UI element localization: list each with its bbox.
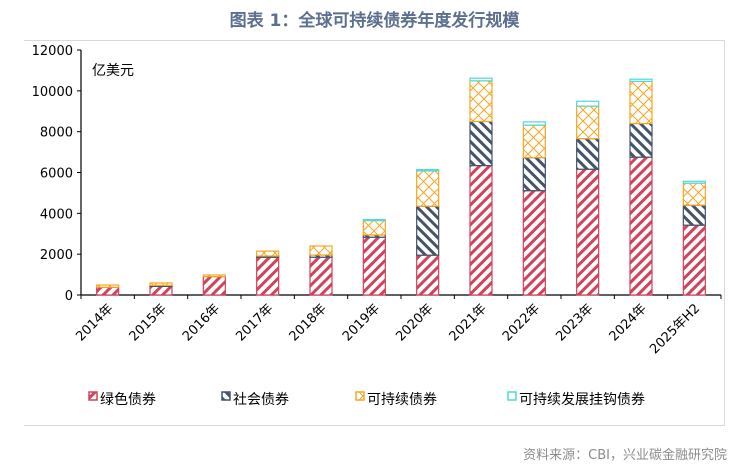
y-tick-label: 8000 — [40, 126, 73, 141]
bar-segment — [309, 256, 333, 296]
bar-segment — [256, 256, 280, 296]
y-tick-label: 2000 — [40, 248, 73, 263]
bar-segment — [576, 168, 600, 296]
bar-segment — [469, 120, 493, 167]
y-tick-label: 12000 — [32, 44, 73, 59]
x-tick-label: 2014年 — [73, 301, 116, 344]
bar-segment — [522, 156, 546, 192]
bar-segment — [362, 236, 386, 296]
bar-segment — [682, 224, 706, 296]
bar-segment — [576, 138, 600, 170]
bar-segment — [416, 169, 440, 172]
bar-segment — [682, 180, 706, 184]
x-tick-label: 2019年 — [340, 301, 383, 344]
bar-segment — [416, 205, 440, 256]
bar-segment — [522, 190, 546, 296]
x-tick-label: 2015年 — [127, 301, 170, 344]
bar-segment — [362, 219, 386, 222]
bar-segment — [309, 245, 333, 256]
bar-segment — [522, 124, 546, 159]
bar-segment — [96, 286, 120, 296]
bar-segment — [629, 80, 653, 125]
x-tick-label: 2025年H2 — [647, 301, 703, 357]
y-tick-label: 10000 — [32, 85, 73, 100]
bar-segment — [576, 105, 600, 140]
bar-segment — [469, 77, 493, 82]
y-tick-label: 4000 — [40, 207, 73, 222]
x-tick-label: 2024年 — [607, 301, 650, 344]
bar-segment — [96, 284, 120, 288]
legend-swatch — [221, 391, 231, 401]
bar-segment — [469, 164, 493, 296]
bar-segment — [629, 156, 653, 296]
bar-segment — [682, 182, 706, 206]
chart-frame — [24, 40, 725, 426]
bar-segment — [629, 78, 653, 83]
bar-segment — [149, 282, 173, 287]
legend-swatch — [88, 391, 98, 401]
y-tick-label: 0 — [65, 289, 73, 304]
legend-label: 可持续债券 — [367, 391, 437, 408]
x-tick-label: 2018年 — [287, 301, 330, 344]
bar-segment — [202, 276, 226, 296]
bar-segment — [469, 80, 493, 123]
x-tick-label: 2022年 — [500, 301, 543, 344]
chart-title: 图表 1：全球可持续债券年度发行规模 — [229, 11, 520, 31]
bar-segment — [522, 121, 546, 126]
x-tick-label: 2021年 — [447, 301, 490, 344]
legend-swatch — [355, 391, 365, 401]
legend-swatch — [507, 391, 517, 401]
unit-label: 亿美元 — [92, 63, 134, 79]
bar-segment — [576, 100, 600, 107]
legend-label: 绿色债券 — [100, 391, 156, 408]
bar-segment — [202, 274, 226, 278]
bar-segment — [682, 204, 706, 226]
y-tick-label: 6000 — [40, 167, 73, 182]
bar-segment — [416, 170, 440, 207]
bar-segment — [629, 122, 653, 158]
x-tick-label: 2016年 — [180, 301, 223, 344]
bar-segment — [416, 254, 440, 296]
bar-segment — [362, 219, 386, 236]
x-tick-label: 2017年 — [233, 301, 276, 344]
bar-segment — [256, 250, 280, 257]
x-tick-label: 2023年 — [553, 301, 596, 344]
x-tick-label: 2020年 — [393, 301, 436, 344]
legend-label: 社会债券 — [233, 392, 289, 408]
source-note: 资料来源：CBI，兴业碳金融研究院 — [523, 448, 727, 463]
legend-label: 可持续发展挂钩债券 — [519, 391, 645, 408]
bar-segment — [149, 285, 173, 296]
